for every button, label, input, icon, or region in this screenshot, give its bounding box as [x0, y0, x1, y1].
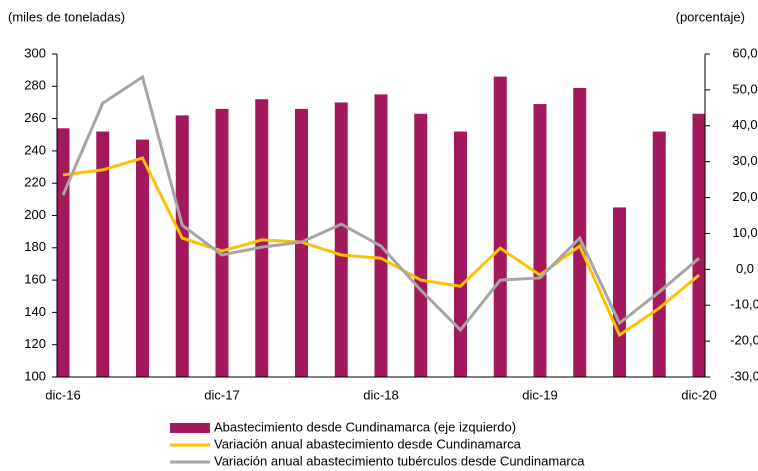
- bar: [56, 128, 70, 377]
- x-tick-label: dic-20: [681, 387, 716, 402]
- bar: [215, 108, 229, 377]
- x-tick-label: dic-18: [363, 387, 398, 402]
- line: [62, 156, 700, 338]
- y2-tick-label: 30,0: [732, 153, 757, 168]
- bar: [136, 139, 149, 377]
- bar: [96, 131, 110, 377]
- y-axis-title: (miles de toneladas): [8, 9, 125, 24]
- y-tick-label: 160: [24, 272, 46, 287]
- y2-axis-title: (porcentaje): [676, 9, 745, 24]
- line: [61, 74, 700, 333]
- legend-label: Variación anual abastecimiento desde Cun…: [214, 436, 522, 451]
- bar: [493, 76, 507, 378]
- y-tick-label: 240: [24, 142, 46, 157]
- y-tick-label: 180: [24, 239, 46, 254]
- bar: [533, 104, 547, 377]
- y-tick-label: 280: [24, 78, 46, 93]
- bar: [573, 87, 587, 377]
- y2-tick-label: 60,0: [732, 45, 757, 60]
- y2-tick-label: 50,0: [732, 81, 757, 96]
- y2-tick-label: 20,0: [732, 189, 757, 204]
- x-tick-label: dic-17: [204, 387, 239, 402]
- legend-swatch: [170, 423, 210, 433]
- y2-tick-label: -20,0: [730, 333, 758, 348]
- legend-label: Abastecimiento desde Cundinamarca (eje i…: [214, 419, 516, 434]
- bar: [255, 99, 269, 377]
- y-tick-label: 140: [24, 304, 46, 319]
- y-tick-label: 260: [24, 110, 46, 125]
- y2-tick-label: 10,0: [732, 225, 757, 240]
- x-tick-label: dic-19: [522, 387, 557, 402]
- y-tick-label: 200: [24, 207, 46, 222]
- legend-label: Variación anual abastecimiento tubérculo…: [214, 453, 585, 468]
- bar: [374, 94, 388, 377]
- y2-tick-label: -30,0: [730, 368, 758, 383]
- bar: [175, 115, 189, 378]
- bar: [334, 102, 348, 377]
- bar: [454, 131, 467, 377]
- y-tick-label: 100: [24, 368, 46, 383]
- y2-tick-label: 40,0: [732, 117, 757, 132]
- y-tick-label: 220: [24, 175, 46, 190]
- y2-tick-label: 0,0: [736, 261, 754, 276]
- bar: [613, 207, 626, 377]
- y-tick-label: 120: [24, 336, 46, 351]
- bar: [414, 113, 428, 377]
- x-tick-label: dic-16: [45, 387, 80, 402]
- y2-tick-label: -10,0: [730, 297, 758, 312]
- bar: [692, 113, 706, 377]
- bar: [652, 131, 666, 377]
- y-tick-label: 300: [24, 45, 46, 60]
